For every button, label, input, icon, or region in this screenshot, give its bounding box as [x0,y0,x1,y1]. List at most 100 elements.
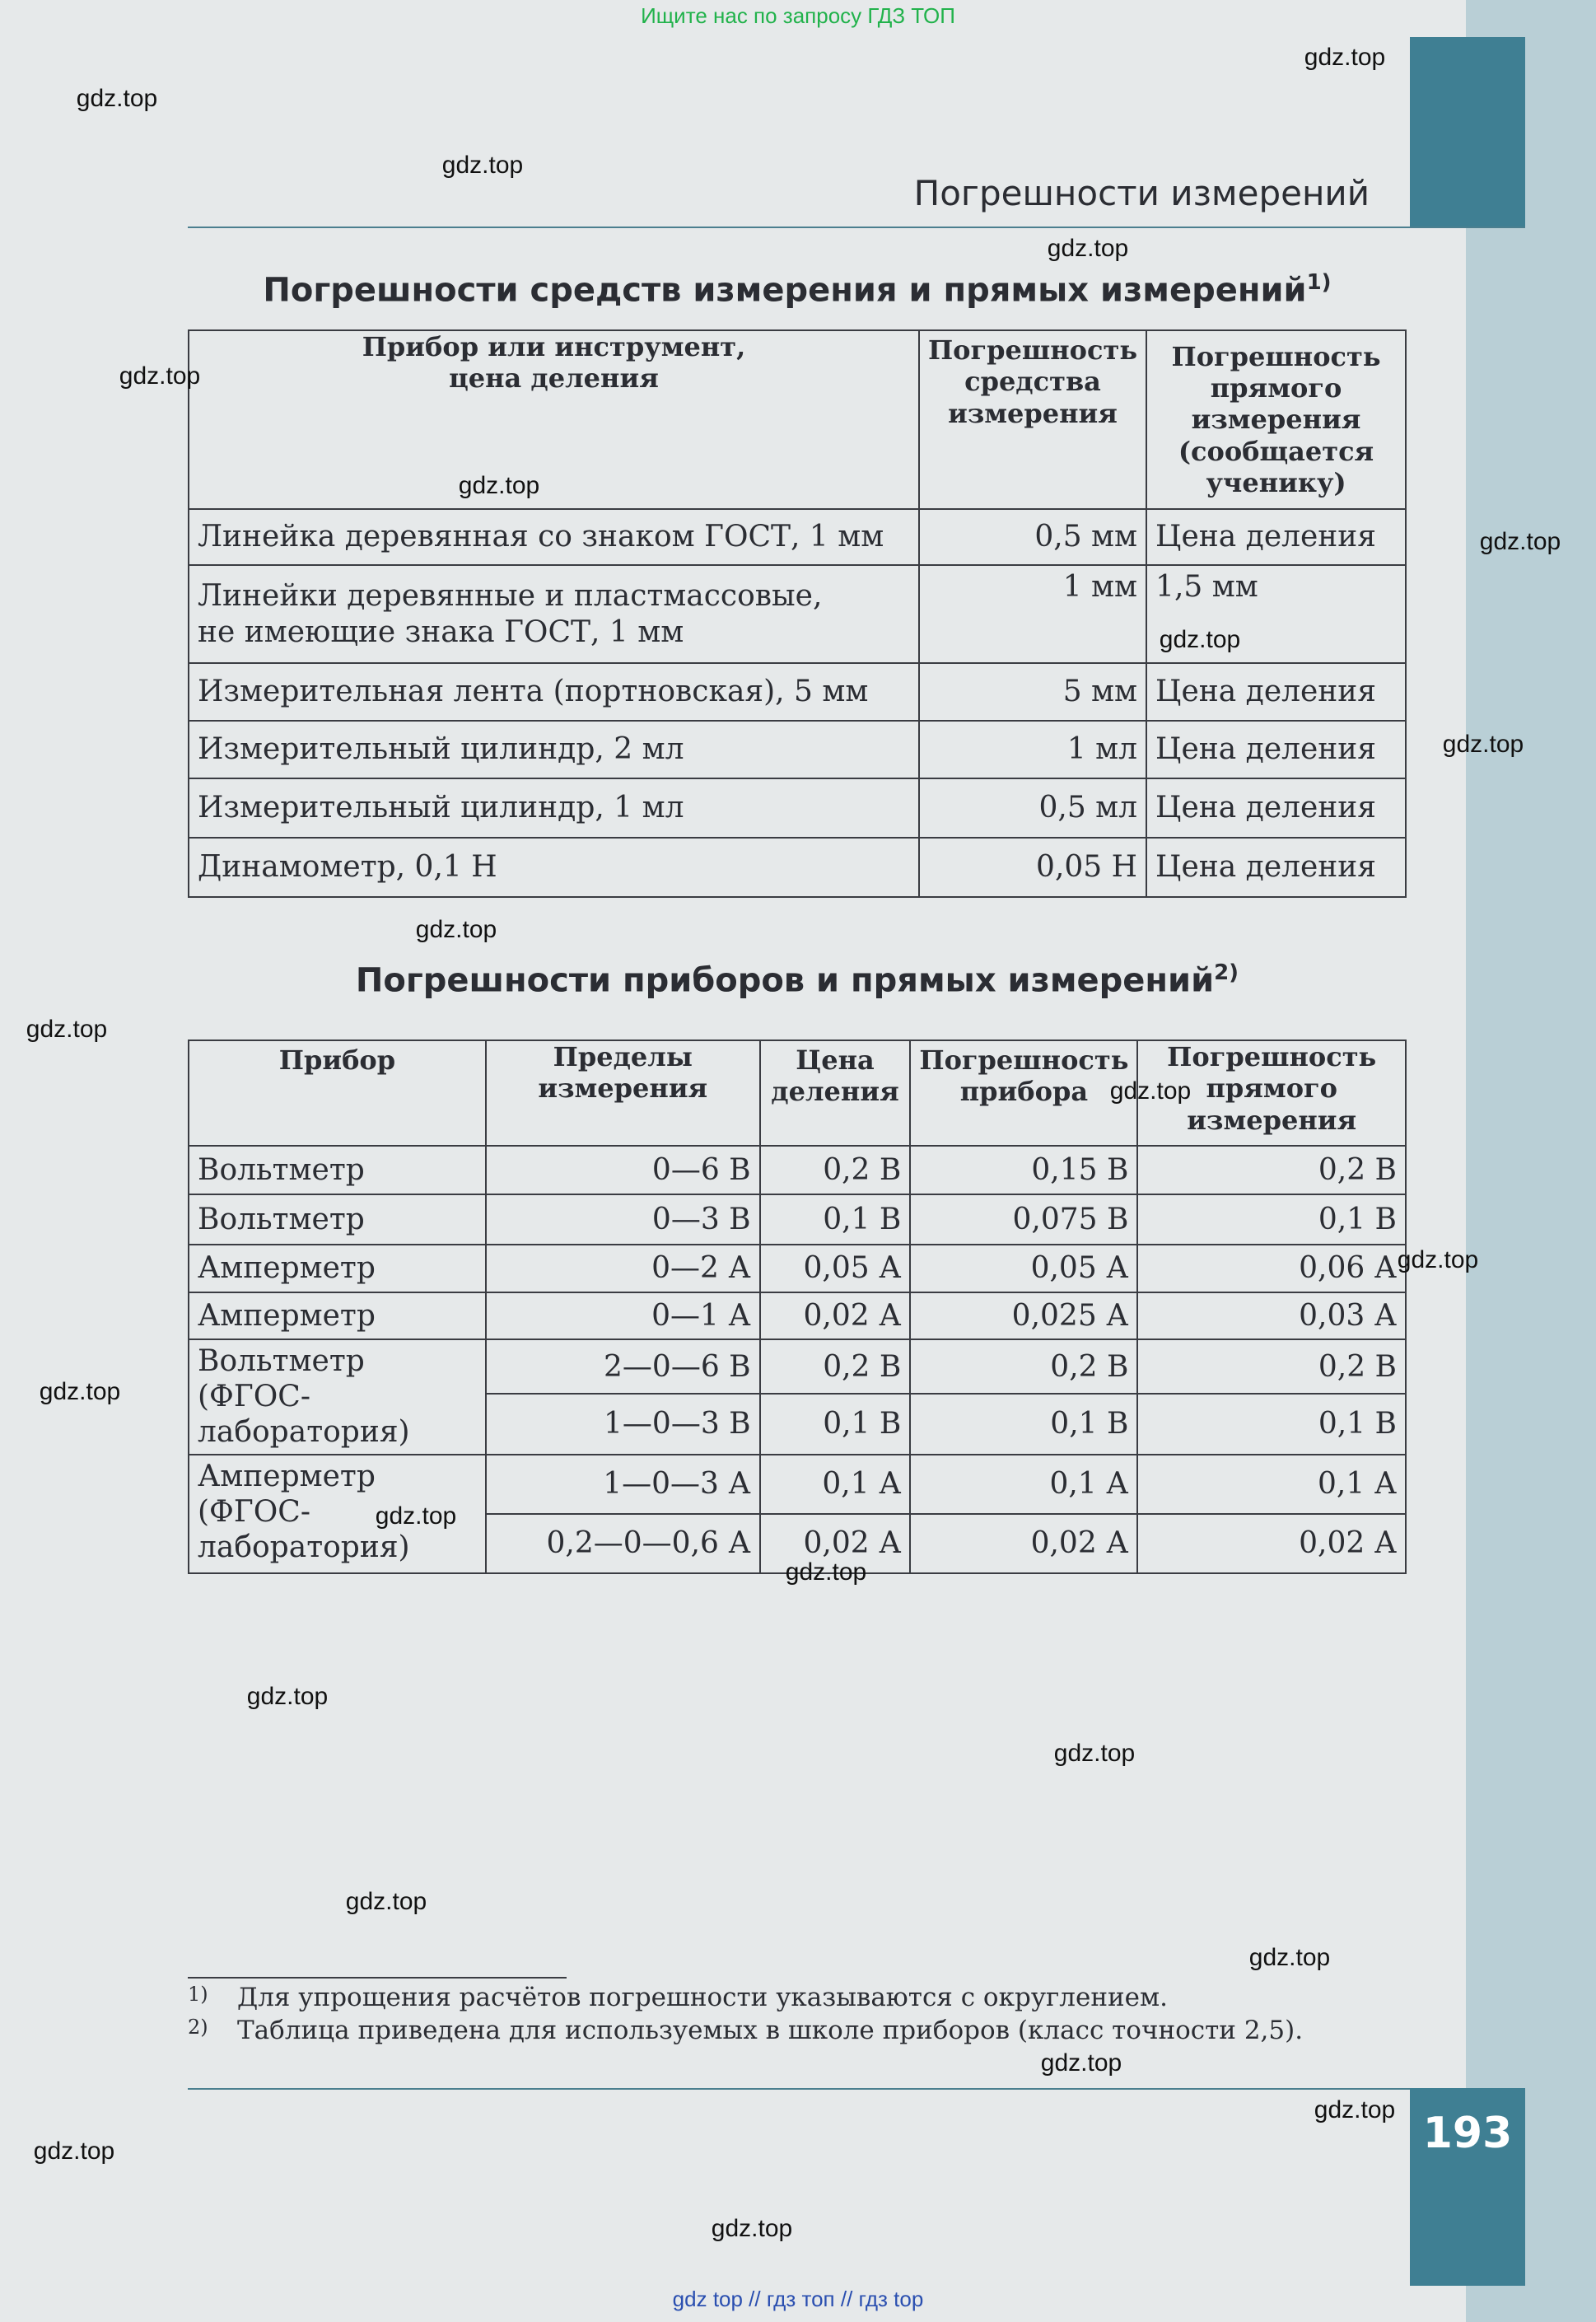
cell: Динамометр, 0,1 Н [188,837,920,898]
cell: 0,2 В [758,1145,912,1195]
footnote-divider [188,1977,567,1979]
table-instrument-errors: Прибор или инструмент, цена деления Погр… [188,329,1407,898]
watermark: gdz.top [345,1888,427,1915]
table-row: Вольтметр 0—6 В 0,2 В 0,15 В 0,2 В [188,1145,1407,1195]
watermark: gdz.top [441,152,524,179]
column-header: Прибор [188,1040,487,1147]
cell: 0,2 В [1136,1145,1407,1195]
cell: Цена деления [1146,720,1407,779]
watermark: gdz.top [458,472,540,499]
cell: Измерительный цилиндр, 1 мл [188,778,920,839]
cell: 0,03 А [1136,1292,1407,1340]
watermark: gdz.top [1442,731,1524,758]
cell: 1—0—3 В [484,1393,761,1455]
watermark: gdz.top [415,916,497,943]
cell: 0,025 А [909,1292,1139,1340]
cell: 0—3 В [484,1194,761,1245]
cell: Цена деления [1146,837,1407,898]
cell: 0,1 А [909,1453,1139,1515]
table-row: Амперметр 0—2 А 0,05 А 0,05 А 0,06 А [188,1244,1407,1293]
table2-title-text: Погрешности приборов и прямых измерений [355,961,1215,1000]
cell: 0,2 В [758,1338,912,1395]
footnote-text: Таблица приведена для используемых в шко… [237,2016,1304,2045]
column-header: Погрешность прямого измерения (сообщаетс… [1146,329,1407,510]
cell: 1 мл [917,720,1148,779]
table-header-row: Прибор Пределы измерения Цена деления По… [188,1040,1407,1147]
watermark: gdz.top [1248,1944,1331,1971]
cell: 0,06 А [1136,1244,1407,1293]
cell: 0,02 А [909,1512,1139,1574]
cell: Измерительная лента (портновская), 5 мм [188,662,920,722]
column-header: Прибор или инструмент, цена деления [188,329,920,510]
watermark: gdz.top [1397,1246,1479,1273]
table-row: Измерительный цилиндр, 2 мл 1 мл Цена деле… [188,720,1407,779]
watermark: gdz.top [39,1378,121,1405]
cell: Вольтметр [188,1145,487,1195]
table-row: 0,2—0—0,6 А 0,02 А 0,02 А 0,02 А [189,1512,1407,1574]
cell: Амперметр [188,1244,487,1293]
watermark: gdz.top [246,1683,329,1710]
cell: Вольтметр [188,1194,487,1245]
cell: 0,1 В [1136,1194,1407,1245]
cell: 2—0—6 В [484,1338,761,1395]
watermark: gdz.top [33,2137,115,2165]
watermark: gdz.top [1040,2049,1122,2077]
top-banner[interactable]: Ищите нас по запросу ГДЗ ТОП [641,3,955,28]
cell: 0,05 А [909,1244,1139,1293]
cell: Цена деления [1146,508,1407,566]
table-row: Линейки деревянные и пластмассовые, не и… [188,564,1407,664]
table-row: Измерительный цилиндр, 1 мл 0,5 мл Цена де… [188,778,1407,839]
cell: Цена деления [1146,662,1407,722]
cell: 0,02 А [758,1512,912,1574]
cell: 0,1 А [1136,1453,1407,1515]
watermark: gdz.top [119,362,201,390]
cell: 0—1 А [484,1292,761,1340]
cell: 0,02 А [1136,1512,1407,1574]
cell: 0,075 В [909,1194,1139,1245]
footnote: 2) Таблица приведена для используемых в ш… [188,2016,1303,2045]
cell: 5 мм [917,662,1148,722]
table-device-errors: Прибор Пределы измерения Цена деления По… [188,1040,1407,1574]
table-row: 1—0—3 В 0,1 В 0,1 В 0,1 В [189,1393,1407,1455]
bottom-banner[interactable]: gdz top // гдз топ // гдз top [672,2287,924,2311]
table-row: Вольтметр (ФГОС-лаборатория) 2—0—6 В 0,2 … [188,1338,1407,1455]
header-tab [1410,37,1525,227]
watermark: gdz.top [785,1558,867,1586]
table1-title-text: Погрешности средств измерения и прямых и… [263,271,1307,310]
page-number: 193 [1422,2109,1513,2158]
table1-footnote-mark: 1) [1306,270,1332,295]
cell: 0,05 А [758,1244,912,1293]
footnote-mark: 1) [188,1983,208,2006]
cell: 1—0—3 А [484,1453,761,1515]
watermark: gdz.top [1304,44,1386,71]
footnote: 1) Для упрощения расчётов погрешности ука… [188,1983,1168,2012]
watermark: gdz.top [1314,2096,1396,2123]
watermark: gdz.top [1479,528,1561,555]
column-header: Погрешность средства измерения [917,329,1148,510]
cell: 0,1 А [758,1453,912,1515]
watermark: gdz.top [76,85,158,112]
table2-footnote-mark: 2) [1214,960,1239,985]
table1-title: Погрешности средств измерения и прямых и… [188,270,1407,309]
watermark: gdz.top [711,2215,793,2242]
cell: 0,2—0—0,6 А [484,1512,761,1574]
cell: 0—6 В [484,1145,761,1195]
cell: 0,05 Н [917,837,1148,898]
watermark: gdz.top [1053,1740,1136,1767]
cell: Цена деления [1146,778,1407,839]
column-header: Пределы измерения [484,1040,761,1147]
footnote-mark: 2) [188,2016,208,2039]
column-header: Погрешность прямого измерения [1136,1040,1407,1147]
cell: 0,2 В [1136,1338,1407,1395]
page-number-tab [1410,2088,1525,2286]
cell: 0,15 В [909,1145,1139,1195]
header-divider [188,227,1525,228]
cell: 0,1 В [909,1393,1139,1455]
column-header: Цена деления [758,1040,912,1147]
cell: Амперметр [188,1292,487,1340]
cell: Вольтметр (ФГОС-лаборатория) [188,1339,487,1455]
table2-title: Погрешности приборов и прямых измерений2… [188,960,1407,999]
cell: 0,5 мл [917,778,1148,839]
watermark: gdz.top [375,1502,457,1530]
cell: 1,5 мм [1146,564,1407,664]
